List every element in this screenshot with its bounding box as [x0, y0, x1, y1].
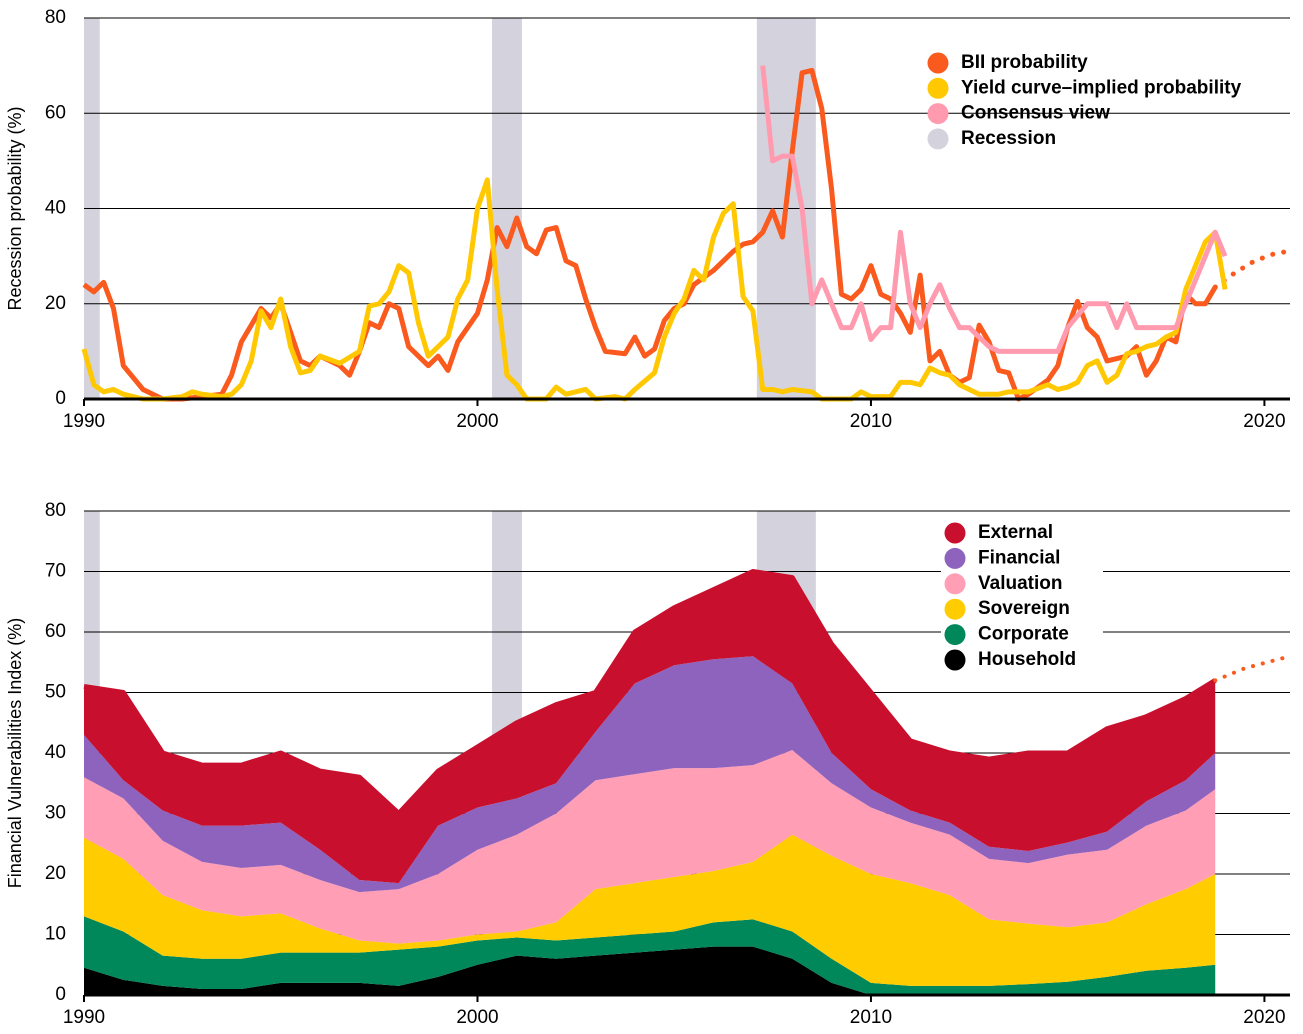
legend-swatch: [944, 547, 966, 569]
legend-swatch: [927, 52, 949, 74]
y-tick-label: 20: [45, 863, 66, 884]
area-segment: [84, 749, 1216, 944]
x-tick-label: 2010: [850, 411, 892, 432]
legend-swatch: [944, 624, 966, 646]
series-line: [760, 65, 1228, 354]
y-tick-label: 0: [55, 984, 66, 1005]
y-tick-label: 60: [45, 102, 66, 123]
forecast-line: [1213, 654, 1292, 683]
data-layer: [81, 65, 1291, 402]
legend-label: Yield curve–implied probability: [961, 77, 1242, 98]
y-tick-label: 60: [45, 621, 66, 642]
total-outline: [83, 569, 1217, 816]
x-tick-label: 2010: [850, 1007, 892, 1028]
y-tick-label: 70: [45, 561, 66, 582]
legend-swatch: [927, 128, 949, 150]
y-tick-label: 30: [45, 803, 66, 824]
legend-swatch: [944, 573, 966, 595]
legend-swatch: [927, 103, 949, 125]
y-tick-label: 20: [45, 293, 66, 314]
y-tick-label: 40: [45, 198, 66, 219]
legend-label: Corporate: [978, 624, 1069, 645]
x-tick-label: 1990: [63, 411, 105, 432]
legend-label: Recession: [961, 128, 1056, 149]
legend-label: Financial: [978, 547, 1060, 568]
legend-swatch: [944, 649, 966, 671]
legend-swatch: [927, 77, 949, 99]
area-segment: [84, 656, 1216, 893]
panel: 0 20 40 60 80 Recession probability (%) 1990 20…: [5, 7, 1291, 432]
x-tick-label: 2020: [1243, 411, 1285, 432]
legend-label: External: [978, 522, 1053, 543]
y-tick-label: 10: [45, 924, 66, 945]
legend-label: BII probability: [961, 52, 1088, 73]
x-tick-label: 2000: [456, 1007, 498, 1028]
x-tick-label: 2020: [1243, 1007, 1285, 1028]
y-tick-label: 0: [55, 388, 66, 409]
legend-label: Household: [978, 649, 1076, 670]
legend-swatch: [944, 598, 966, 620]
y-axis-label: Financial Vulnerabilities Index (%): [5, 618, 25, 888]
y-tick-label: 80: [45, 500, 66, 521]
panel: 0 10 20 30 40 50 60 70 80 Financial Vulnerabiliti…: [5, 500, 1292, 1028]
legend-label: Valuation: [978, 573, 1062, 594]
y-axis-label: Recession probability (%): [5, 106, 25, 310]
legend-label: Sovereign: [978, 598, 1070, 619]
x-tick-label: 2000: [456, 411, 498, 432]
legend-swatch: [944, 522, 966, 544]
series-line: [81, 177, 1228, 402]
area-segment: [84, 946, 1216, 995]
legend-label: Consensus view: [961, 103, 1110, 124]
area-segment: [84, 916, 1216, 995]
legend-background: [941, 517, 1103, 676]
y-tick-label: 50: [45, 682, 66, 703]
x-tick-label: 1990: [63, 1007, 105, 1028]
y-tick-label: 40: [45, 742, 66, 763]
area-segment: [84, 834, 1216, 986]
data-layer: [83, 569, 1292, 995]
y-tick-label: 80: [45, 7, 66, 28]
legend: BII probability Yield curve–implied proba…: [927, 52, 1242, 150]
area-segment: [84, 571, 1216, 884]
legend: External Financial Valuation Sovereign Corpo…: [941, 517, 1103, 676]
